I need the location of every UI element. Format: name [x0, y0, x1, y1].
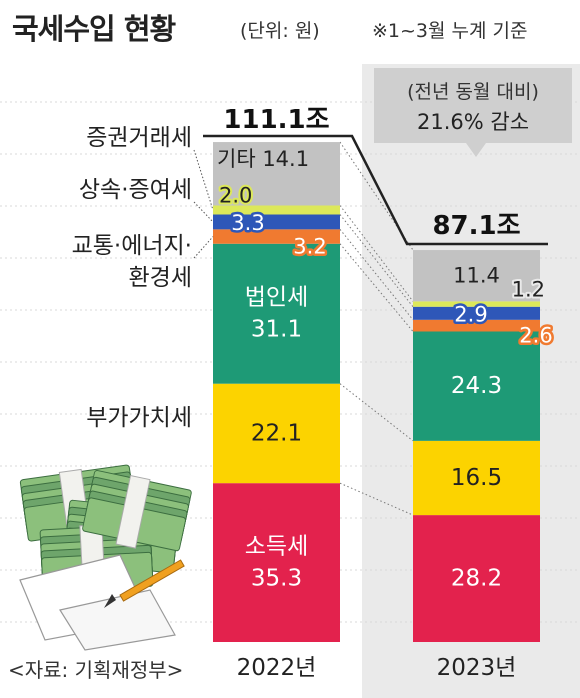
data-label: 2.9 [454, 302, 487, 326]
bar-segment [213, 383, 340, 484]
bar-segment [413, 250, 540, 302]
total-label: 111.1조 [223, 105, 329, 135]
data-label: 3.2 [293, 235, 326, 259]
bar-segment [213, 214, 340, 230]
connector-line [339, 243, 414, 332]
side-category-label: 환경세 [129, 265, 192, 291]
leader-line [193, 149, 214, 211]
bar-segment [213, 205, 340, 215]
leader-line [193, 236, 214, 259]
x-tick-label: 2023년 [437, 655, 517, 681]
bar-segment [413, 331, 540, 441]
unit-label: (단위: 원) [240, 20, 320, 42]
side-category-label: 교통·에너지· [72, 233, 192, 259]
connector-line [339, 205, 414, 302]
bar-segment [213, 229, 340, 244]
comparison-line1: (전년 동월 대비) [407, 81, 539, 103]
side-category-label: 상속·증여세 [79, 177, 192, 203]
connector-line [339, 383, 414, 442]
leader-line [193, 201, 214, 223]
data-label: 35.3 [251, 566, 302, 592]
side-category-label: 증권거래세 [86, 125, 192, 151]
data-label: 11.4 [453, 264, 500, 288]
comparison-line2: 21.6% 감소 [417, 110, 529, 134]
bar-segment [413, 306, 540, 320]
total-label: 87.1조 [432, 211, 520, 241]
total-guide-line [203, 134, 548, 246]
data-label: 1.2 [512, 277, 545, 301]
data-label: 3.3 [231, 211, 264, 235]
source-note: <자료: 기획재정부> [8, 658, 184, 682]
data-label: 22.1 [251, 420, 302, 446]
bar-segment [413, 319, 540, 332]
x-tick-label: 2022년 [237, 655, 317, 681]
bar-segment [213, 142, 340, 206]
bar-segment [413, 440, 540, 516]
bar-segment [413, 515, 540, 642]
data-label: 2.0 [219, 184, 252, 208]
connector-line [339, 482, 414, 516]
paper-sheet [59, 589, 176, 651]
pencil-icon [119, 559, 185, 602]
bar-segment [413, 301, 540, 307]
comparison-callout [374, 68, 572, 157]
side-category-label: 부가가치세 [86, 405, 192, 431]
band [115, 474, 151, 549]
data-label: 16.5 [451, 465, 502, 491]
connector-line [339, 229, 414, 321]
data-label: 24.3 [451, 373, 502, 399]
banknote-stack [82, 470, 192, 552]
bar-segment [213, 243, 340, 384]
data-label: 31.1 [251, 317, 302, 343]
money-illustration [19, 464, 192, 597]
series-name-label: 소득세 [245, 534, 308, 560]
data-label: 28.2 [451, 566, 502, 592]
pencil-tip [104, 594, 116, 608]
series-name-label: 법인세 [245, 285, 308, 311]
data-label: 기타 14.1 [217, 147, 309, 171]
basis-note: ※1~3월 누계 기준 [372, 20, 528, 42]
bar-segment [213, 483, 340, 642]
page-title: 국세수입 현황 [12, 12, 176, 46]
data-label: 2.6 [519, 324, 552, 348]
